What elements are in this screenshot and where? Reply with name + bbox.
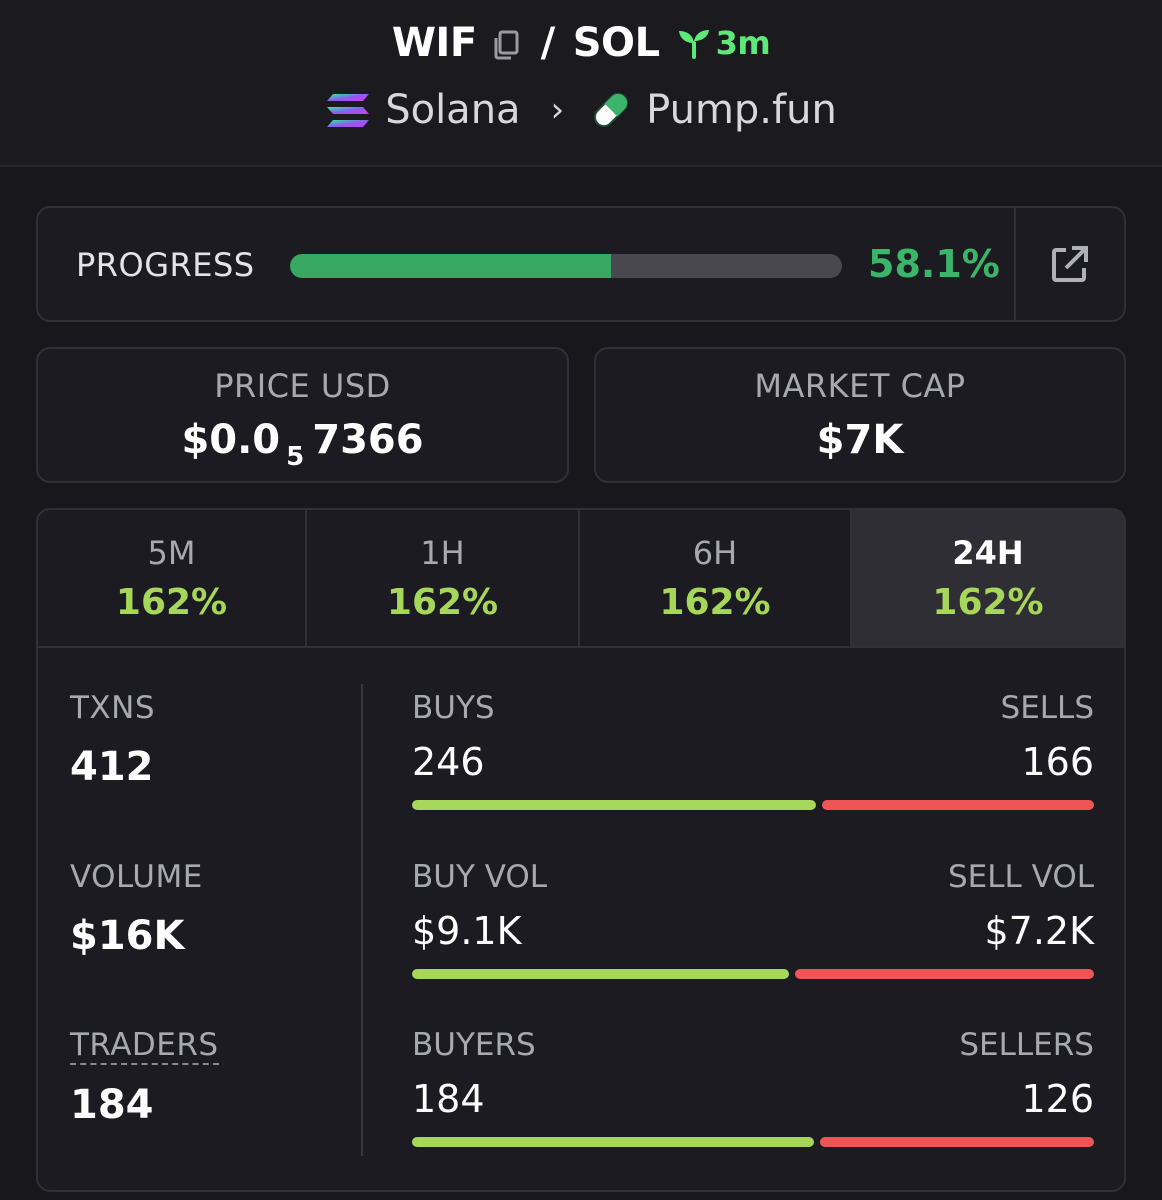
sprout-icon (678, 30, 709, 59)
pill-icon (594, 92, 629, 128)
progress-bar (290, 254, 842, 278)
market-cap-card: MARKET CAP $7K (594, 347, 1126, 483)
market-cap-value: $7K (816, 417, 904, 463)
buyers-sellers-row: BUYERS SELLERS 184 126 (412, 1027, 1094, 1157)
pair-header: WIF / SOL 3m (0, 0, 1162, 167)
tab-label: 24H (952, 534, 1024, 572)
copy-icon[interactable] (489, 26, 523, 60)
buy-vol-value: $9.1K (412, 909, 522, 953)
price-usd-card: PRICE USD $0.0 5 7366 (36, 347, 569, 483)
market-cap-label: MARKET CAP (754, 367, 966, 405)
sell-ratio-bar (795, 969, 1094, 979)
traders-label[interactable]: TRADERS (70, 1027, 219, 1065)
tab-label: 1H (420, 534, 465, 572)
bonding-progress-card: PROGRESS 58.1% (36, 206, 1126, 322)
txns-label: TXNS (70, 690, 156, 726)
tab-label: 6H (692, 534, 738, 572)
txns-value: 412 (70, 744, 154, 790)
sells-value: 166 (1021, 740, 1094, 784)
sellers-label: SELLERS (959, 1027, 1094, 1063)
tab-6h[interactable]: 6H 162% (580, 510, 852, 646)
tab-label: 5M (147, 534, 196, 572)
external-link-icon[interactable] (1050, 244, 1090, 284)
volume-ratio-bar (412, 969, 1094, 979)
sellers-value: 126 (1021, 1077, 1094, 1121)
base-token-symbol: WIF (391, 20, 477, 66)
pair-age-value: 3m (715, 24, 771, 62)
tab-change: 162% (115, 582, 228, 623)
buys-sells-ratio-bar (412, 800, 1094, 810)
sell-ratio-bar (822, 800, 1094, 810)
price-usd-label: PRICE USD (214, 367, 391, 405)
solana-icon (327, 94, 370, 127)
traders-value: 184 (70, 1082, 154, 1128)
column-divider (361, 684, 363, 1156)
tab-1h[interactable]: 1H 162% (307, 510, 580, 646)
buys-sells-row: BUYS SELLS 246 166 (412, 690, 1094, 820)
period-tabs: 5M 162% 1H 162% 6H 162% 24H 162% (38, 510, 1124, 648)
period-stats-card: 5M 162% 1H 162% 6H 162% 24H 162% TXNS 41… (36, 508, 1126, 1192)
sell-ratio-bar (820, 1137, 1094, 1147)
price-prefix: $0.0 (181, 417, 281, 463)
pair-title: WIF / SOL 3m (0, 16, 1162, 70)
buy-vol-label: BUY VOL (412, 859, 548, 895)
buy-ratio-bar (412, 969, 789, 979)
buyers-label: BUYERS (412, 1027, 536, 1063)
tab-change: 162% (659, 582, 771, 623)
progress-divider (1014, 208, 1016, 320)
dex-name[interactable]: Pump.fun (646, 87, 837, 133)
breadcrumb: Solana › Pump.fun (0, 82, 1162, 138)
tab-change: 162% (932, 582, 1044, 623)
buy-ratio-bar (412, 1137, 814, 1147)
sell-vol-value: $7.2K (984, 909, 1094, 953)
price-zero-count: 5 (286, 442, 305, 472)
buys-value: 246 (412, 740, 485, 784)
buy-sell-volume-row: BUY VOL SELL VOL $9.1K $7.2K (412, 859, 1094, 989)
progress-bar-fill (290, 254, 611, 278)
chain-name[interactable]: Solana (385, 87, 521, 133)
sells-label: SELLS (1000, 690, 1094, 726)
volume-value: $16K (70, 913, 185, 959)
tab-5m[interactable]: 5M 162% (38, 510, 307, 646)
buyers-value: 184 (412, 1077, 485, 1121)
volume-label: VOLUME (70, 859, 203, 895)
pair-age: 3m (676, 24, 771, 62)
progress-label: PROGRESS (76, 246, 255, 284)
buy-ratio-bar (412, 800, 816, 810)
chevron-right-icon: › (550, 90, 565, 130)
tab-24h[interactable]: 24H 162% (852, 510, 1124, 646)
buys-label: BUYS (412, 690, 495, 726)
tab-change: 162% (386, 582, 499, 623)
traders-ratio-bar (412, 1137, 1094, 1147)
price-usd-value: $0.0 5 7366 (38, 417, 567, 472)
progress-value: 58.1% (868, 242, 1000, 286)
price-digits: 7366 (312, 417, 424, 463)
pair-separator: / (540, 20, 556, 66)
quote-token-symbol: SOL (572, 20, 660, 66)
sell-vol-label: SELL VOL (948, 859, 1094, 895)
